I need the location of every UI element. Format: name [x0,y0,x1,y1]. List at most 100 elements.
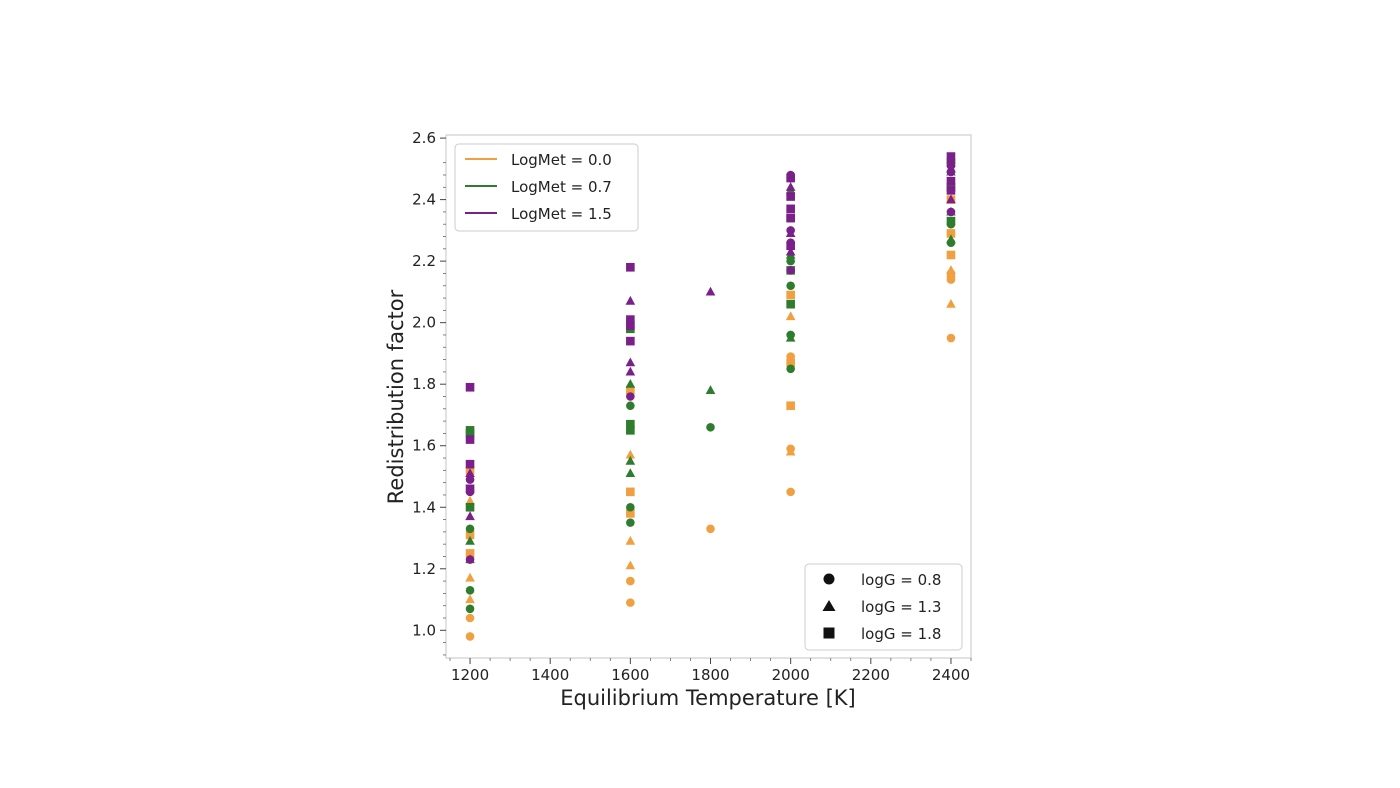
y-tick-label: 2.2 [412,252,436,270]
data-point-triangle [785,246,796,256]
data-point-circle [786,266,795,275]
data-point-triangle [785,182,796,191]
y-tick-label: 1.2 [412,560,436,578]
x-tick-label: 1200 [451,666,489,684]
data-point-triangle [625,455,636,465]
data-point-triangle [465,495,475,505]
data-point-square [626,315,635,324]
data-point-square [626,426,635,435]
y-tick-label: 1.0 [412,621,436,639]
data-point-circle [626,392,635,401]
legend-label-logg-1: logG = 1.3 [861,598,941,616]
data-point-square [786,204,795,214]
y-tick-label: 2.4 [412,191,436,209]
legend-square-marker [823,627,835,639]
legend-label-logg-0: logG = 0.8 [861,571,941,589]
data-point-square [626,262,635,272]
data-point-square [626,419,635,429]
data-point-triangle [625,468,636,478]
data-point-square [465,502,475,512]
data-point-square [786,241,795,251]
x-tick-label: 2400 [932,666,970,684]
data-point-square [465,426,475,435]
data-point-triangle [625,295,636,305]
data-point-square [786,173,795,183]
y-tick-label: 1.8 [412,375,436,393]
data-point-triangle [465,572,475,582]
data-point-triangle [705,385,716,394]
data-point-triangle [946,299,956,308]
data-point-circle [465,604,475,614]
data-point-triangle [785,228,796,238]
data-point-triangle [705,286,716,296]
data-point-square [946,176,956,186]
data-point-triangle [625,449,636,459]
data-point-square [786,299,795,309]
y-tick-label: 1.4 [412,498,436,516]
data-point-square [946,216,956,226]
x-axis-label: Equilibrium Temperature [K] [560,686,856,710]
data-point-square [786,401,795,411]
data-point-circle [626,518,635,527]
data-point-triangle [946,163,956,173]
legend-label-logmet-1: LogMet = 0.7 [511,178,612,196]
data-point-circle [465,586,475,595]
legend-label-logg-2: logG = 1.8 [861,625,941,643]
data-point-circle [465,475,475,484]
data-point-square [626,487,635,497]
data-point-triangle [465,511,475,521]
data-point-circle [465,555,475,564]
legend-triangle-marker [822,600,836,611]
data-point-square [786,358,795,367]
data-point-triangle [465,594,475,604]
y-tick-label: 1.6 [412,437,436,455]
color-legend: LogMet = 0.0 LogMet = 0.7 LogMet = 1.5 [454,143,639,232]
y-tick-label: 2.6 [412,129,436,147]
marker-legend: logG = 0.8 logG = 1.3 logG = 1.8 [804,563,963,651]
x-tick-label: 1800 [691,666,729,684]
data-point-triangle [465,468,475,478]
data-point-circle [786,364,795,374]
data-point-circle [946,333,956,343]
x-tick-label: 1600 [611,666,649,684]
legend-circle-marker [823,573,835,585]
data-point-square [946,250,956,260]
data-point-square [465,459,475,469]
data-point-square [786,290,795,300]
data-point-triangle [465,535,475,545]
data-point-triangle [946,234,956,244]
color-legend-frame [454,143,639,232]
data-point-circle [706,524,715,534]
data-point-triangle [625,378,636,388]
data-point-circle [626,576,635,586]
legend-label-logmet-0: LogMet = 0.0 [511,151,612,169]
data-point-circle [786,256,795,266]
x-tick-label: 2200 [852,666,890,684]
data-point-square [626,336,635,346]
data-point-square [465,435,475,444]
data-point-square [946,152,956,161]
x-tick-label: 1400 [531,666,569,684]
axes: 1200 1400 1600 1800 2000 2200 2400 1.0 1.2 1.4 1.6… [412,129,972,684]
data-point-circle [465,632,475,641]
data-point-circle [626,598,635,607]
data-point-square [465,549,475,558]
data-point-circle [626,502,635,512]
data-point-circle [465,613,475,623]
data-point-square [786,192,795,201]
data-point-triangle [785,446,796,456]
data-point-square [946,229,956,238]
data-point-circle [786,281,795,291]
data-point-triangle [625,535,636,545]
data-point-square [465,530,475,540]
data-point-triangle [785,332,796,342]
legend-label-logmet-2: LogMet = 1.5 [511,205,612,223]
data-point-square [626,386,635,395]
data-point-triangle [625,357,636,367]
data-point-triangle [625,560,636,570]
data-point-square [786,213,795,223]
data-point-triangle [946,194,956,204]
data-point-circle [946,207,956,217]
